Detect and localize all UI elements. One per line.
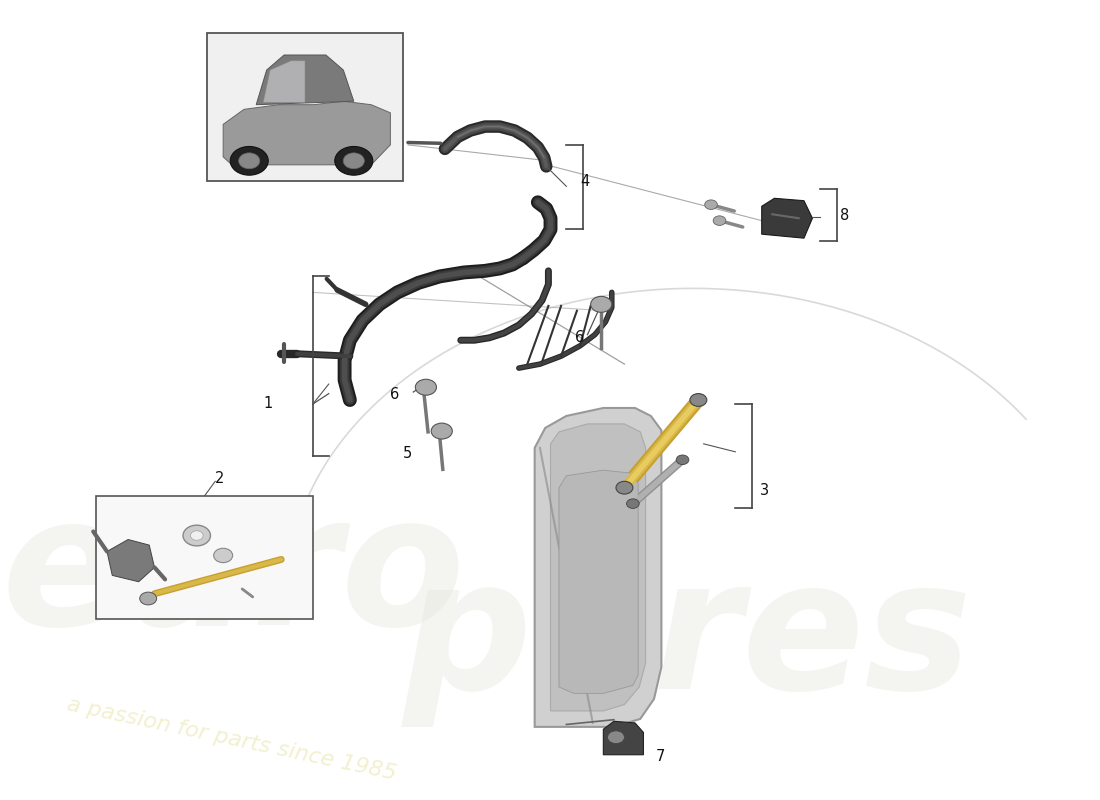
Circle shape xyxy=(213,548,233,562)
Text: 4: 4 xyxy=(580,174,590,189)
Circle shape xyxy=(190,530,204,540)
Polygon shape xyxy=(263,61,305,102)
FancyBboxPatch shape xyxy=(97,496,312,619)
Text: 7: 7 xyxy=(656,749,666,764)
Circle shape xyxy=(705,200,717,210)
Polygon shape xyxy=(223,102,390,165)
Text: 1: 1 xyxy=(263,397,273,411)
Polygon shape xyxy=(603,722,644,754)
Text: 8: 8 xyxy=(840,207,849,222)
Circle shape xyxy=(591,296,612,312)
Polygon shape xyxy=(550,424,646,711)
Circle shape xyxy=(616,482,632,494)
Text: 6: 6 xyxy=(575,330,584,346)
Circle shape xyxy=(239,153,260,169)
Circle shape xyxy=(607,731,625,744)
Circle shape xyxy=(690,394,707,406)
FancyBboxPatch shape xyxy=(207,34,403,181)
Polygon shape xyxy=(559,470,638,694)
Circle shape xyxy=(230,146,268,175)
Text: 6: 6 xyxy=(390,387,399,402)
Circle shape xyxy=(676,455,689,465)
Circle shape xyxy=(713,216,726,226)
Polygon shape xyxy=(107,539,154,582)
Text: 3: 3 xyxy=(760,483,769,498)
Text: 5: 5 xyxy=(403,446,411,461)
Circle shape xyxy=(334,146,373,175)
Circle shape xyxy=(416,379,437,395)
Circle shape xyxy=(183,525,210,546)
Text: pares: pares xyxy=(403,551,972,727)
Text: 2: 2 xyxy=(216,470,224,486)
Text: a passion for parts since 1985: a passion for parts since 1985 xyxy=(65,694,398,783)
Polygon shape xyxy=(535,408,661,727)
Polygon shape xyxy=(256,55,354,105)
Polygon shape xyxy=(761,198,813,238)
Circle shape xyxy=(140,592,156,605)
Circle shape xyxy=(343,153,364,169)
Circle shape xyxy=(627,499,639,509)
Text: euro: euro xyxy=(1,487,465,663)
Circle shape xyxy=(431,423,452,439)
